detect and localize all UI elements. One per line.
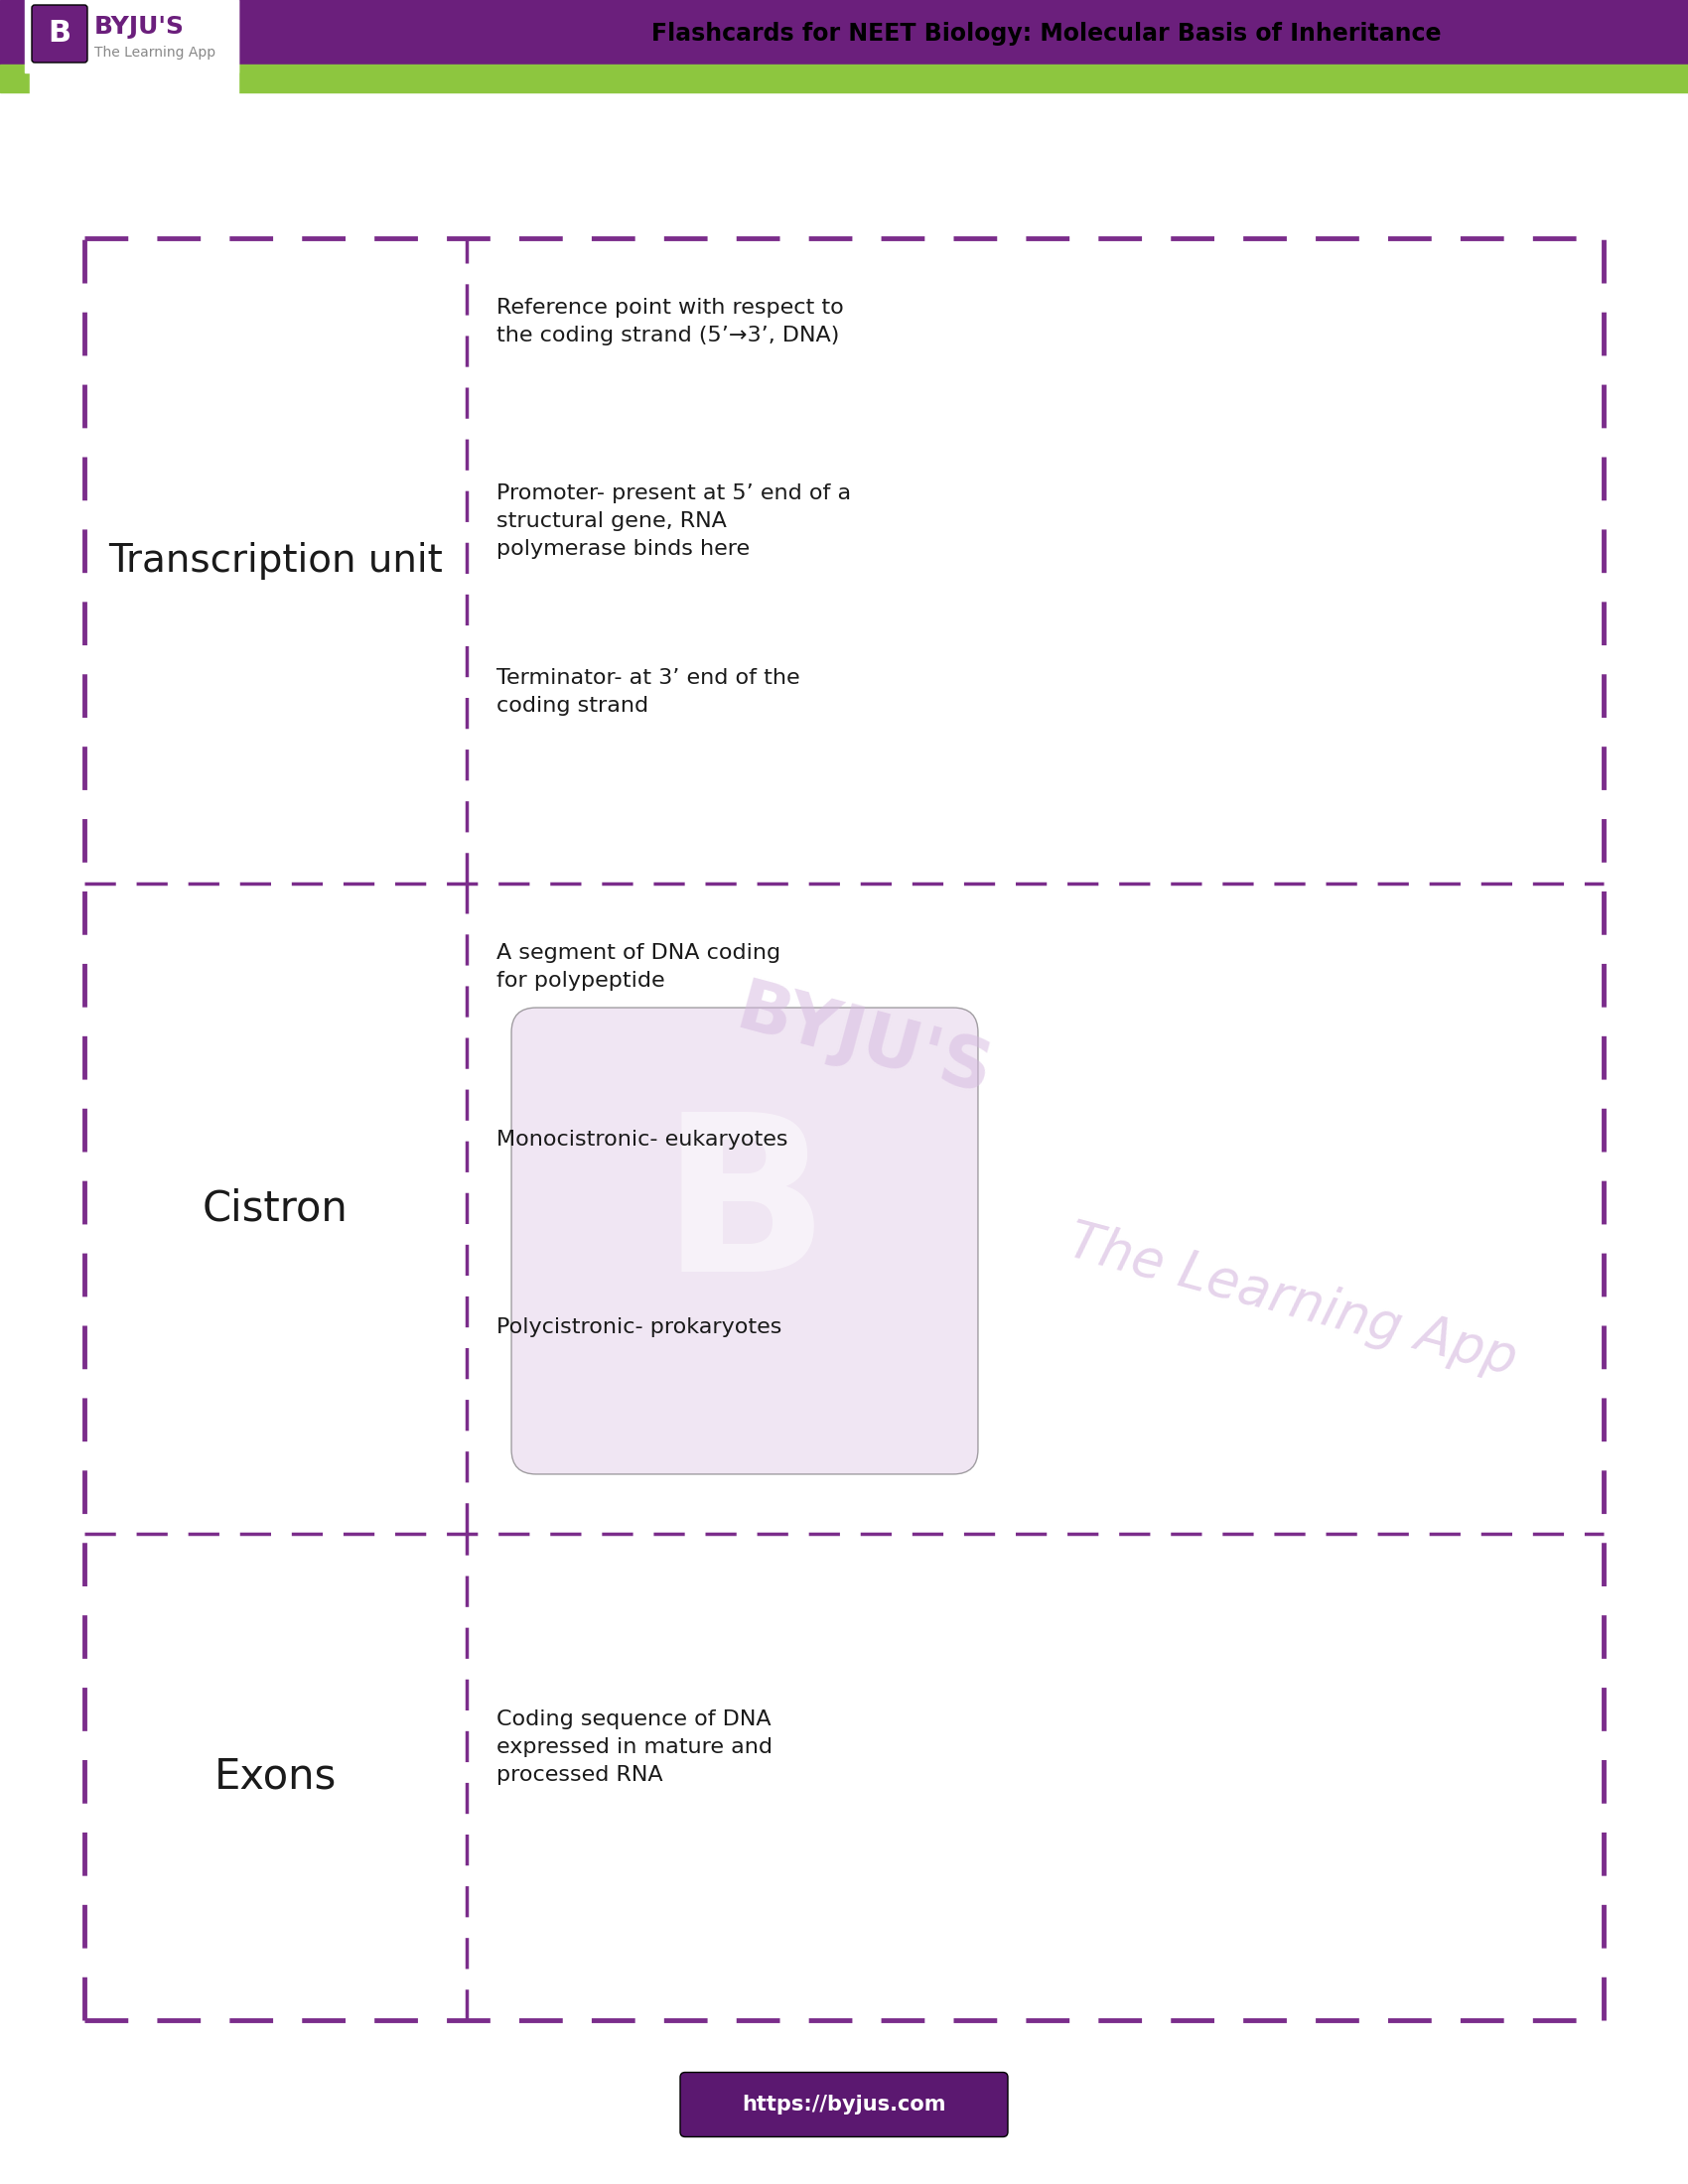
- Text: Flashcards for NEET Biology: Molecular Basis of Inheritance: Flashcards for NEET Biology: Molecular B…: [652, 22, 1442, 46]
- Text: Exons: Exons: [214, 1756, 336, 1797]
- Bar: [30, 0, 238, 114]
- Text: https://byjus.com: https://byjus.com: [743, 2094, 945, 2114]
- Text: Monocistronic- eukaryotes: Monocistronic- eukaryotes: [496, 1129, 788, 1151]
- Text: Cistron: Cistron: [203, 1188, 348, 1230]
- Text: BYJU'S: BYJU'S: [729, 976, 999, 1109]
- Bar: [0, 66, 1688, 92]
- Text: B: B: [660, 1105, 829, 1317]
- FancyBboxPatch shape: [32, 4, 88, 63]
- Text: Terminator- at 3’ end of the
coding strand: Terminator- at 3’ end of the coding stra…: [496, 668, 800, 716]
- Text: Reference point with respect to
the coding strand (5’→3’, DNA): Reference point with respect to the codi…: [496, 297, 844, 345]
- Text: A segment of DNA coding
for polypeptide: A segment of DNA coding for polypeptide: [496, 943, 780, 992]
- FancyBboxPatch shape: [680, 2073, 1008, 2136]
- Text: B: B: [47, 20, 71, 48]
- Text: The Learning App: The Learning App: [95, 46, 216, 59]
- Text: The Learning App: The Learning App: [1062, 1216, 1523, 1385]
- Text: Transcription unit: Transcription unit: [108, 542, 442, 579]
- Text: BYJU'S: BYJU'S: [95, 15, 184, 39]
- Bar: [25, 0, 238, 72]
- Text: Polycistronic- prokaryotes: Polycistronic- prokaryotes: [496, 1317, 782, 1337]
- Text: Coding sequence of DNA
expressed in mature and
processed RNA: Coding sequence of DNA expressed in matu…: [496, 1710, 773, 1784]
- FancyBboxPatch shape: [511, 1007, 977, 1474]
- Bar: [0, 0, 1688, 66]
- Text: Promoter- present at 5’ end of a
structural gene, RNA
polymerase binds here: Promoter- present at 5’ end of a structu…: [496, 483, 851, 559]
